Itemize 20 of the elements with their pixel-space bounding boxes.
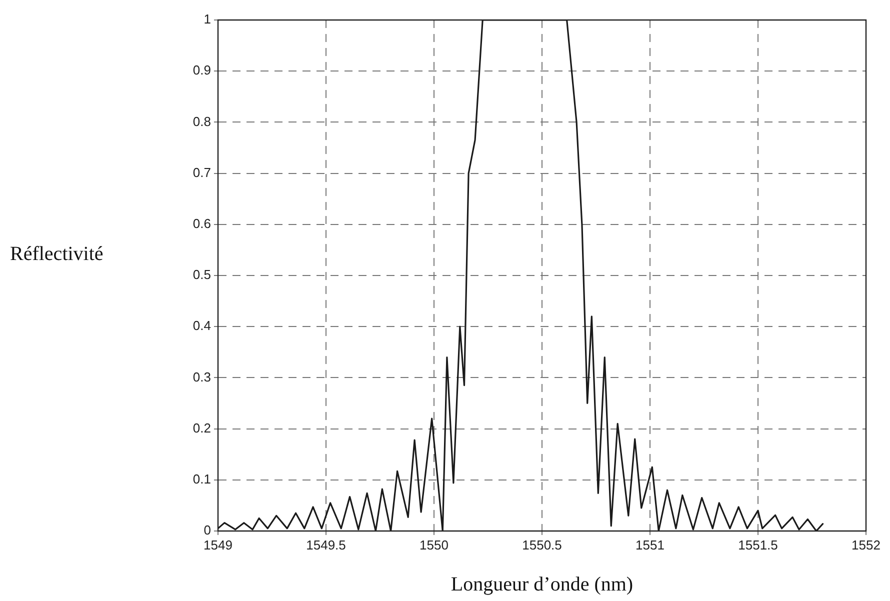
- y-tick-label: 0.6: [192, 216, 211, 231]
- y-axis-title: Réflectivité: [10, 243, 104, 266]
- x-tick-label: 1549.5: [306, 537, 346, 552]
- y-tick-label: 1: [204, 12, 211, 27]
- x-tick-label: 1552: [852, 537, 880, 552]
- x-tick-label: 1550: [420, 537, 448, 552]
- y-tick-label: 0.4: [192, 318, 211, 334]
- x-tick-label: 1551.5: [738, 537, 778, 552]
- y-tick-label: 0.3: [192, 369, 211, 384]
- y-tick-label: 0.2: [192, 420, 211, 436]
- x-tick-label: 1551: [636, 537, 664, 552]
- x-axis-title: Longueur d’onde (nm): [450, 573, 634, 596]
- y-tick-label: 0.9: [192, 62, 211, 78]
- x-tick-label: 1549: [204, 537, 232, 552]
- x-tick-label: 1550.5: [522, 537, 562, 552]
- y-tick-label: 0.1: [192, 471, 211, 486]
- y-tick-label: 0.7: [192, 164, 211, 180]
- y-tick-label: 0.5: [192, 267, 211, 282]
- y-tick-label: 0.8: [192, 114, 211, 129]
- y-tick-label: 0: [204, 522, 211, 538]
